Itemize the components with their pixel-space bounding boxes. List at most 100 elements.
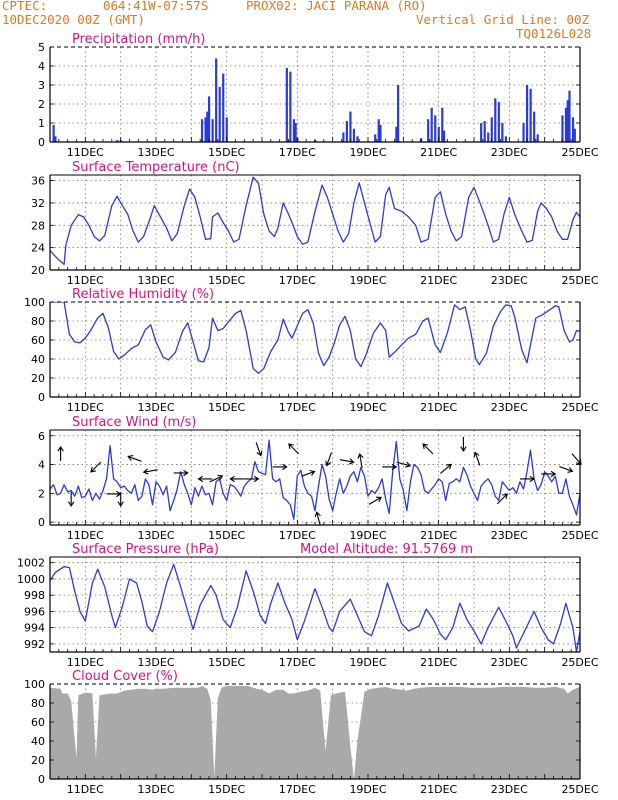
- wind-arrow: [255, 442, 263, 457]
- y-tick-label: 60: [31, 716, 45, 729]
- x-tick-label: 13DEC: [137, 401, 174, 414]
- wind-arrow: [368, 496, 382, 505]
- pressure-title: Surface Pressure (hPa): [72, 542, 219, 557]
- wind-arrow: [460, 436, 467, 452]
- precip-bar: [483, 121, 486, 142]
- y-tick-label: 28: [31, 219, 45, 232]
- precip-bar: [289, 71, 292, 142]
- precip-bar: [206, 111, 209, 142]
- x-tick-label: 21DEC: [420, 146, 457, 159]
- precip-bar: [342, 132, 345, 142]
- y-tick-label: 20: [31, 754, 45, 767]
- x-tick-label: 19DEC: [349, 146, 386, 159]
- y-tick-label: 80: [31, 697, 45, 710]
- x-tick-label: 25DEC: [561, 146, 598, 159]
- x-tick-label: 13DEC: [137, 529, 174, 542]
- precip-bar: [116, 140, 119, 142]
- wind-arrow: [142, 468, 158, 475]
- precip-bar: [211, 119, 214, 142]
- x-tick-label: 21DEC: [420, 783, 457, 796]
- y-tick-label: 0: [38, 516, 45, 529]
- y-tick-label: 100: [24, 296, 45, 309]
- header-source: CPTEC:: [2, 0, 48, 13]
- temp-panel: Surface Temperature (nC) 20 24 28 32 36 11DEC 1…: [31, 160, 599, 287]
- x-tick-label: 13DEC: [137, 146, 174, 159]
- wind-panel: Surface Wind (m/s) 0 2 4 6 11DEC 13DEC 15DEC 17D…: [38, 415, 599, 542]
- y-tick-label: 100: [24, 678, 45, 691]
- x-tick-label: 19DEC: [349, 401, 386, 414]
- x-tick-label: 15DEC: [208, 783, 245, 796]
- x-tick-label: 15DEC: [208, 656, 245, 669]
- x-tick-label: 25DEC: [561, 401, 598, 414]
- x-tick-label: 21DEC: [420, 529, 457, 542]
- wind-arrow: [173, 469, 189, 477]
- wind-arrow: [396, 461, 412, 468]
- temp-plot: [50, 176, 580, 266]
- cloud-area: [50, 685, 580, 779]
- x-tick-label: 13DEC: [137, 783, 174, 796]
- cloud-plot: [50, 685, 580, 779]
- x-tick-label: 15DEC: [208, 401, 245, 414]
- precip-bar: [564, 107, 568, 142]
- wind-arrow: [301, 469, 316, 477]
- y-tick-label: 5: [38, 41, 45, 54]
- rh-plot: [50, 302, 580, 374]
- rh-panel: Relative Humidity (%) 0 20 40 60 80 100 11DEC 13…: [24, 287, 599, 414]
- y-tick-label: 2: [38, 487, 45, 500]
- precip-bar: [427, 119, 430, 142]
- precip-bar: [497, 102, 500, 142]
- y-tick-label: 1002: [17, 557, 45, 570]
- wind-line: [50, 439, 580, 520]
- wind-arrow: [339, 458, 355, 465]
- y-tick-label: 992: [24, 638, 45, 651]
- precip-bar: [430, 107, 433, 142]
- wind-title: Surface Wind (m/s): [72, 415, 196, 430]
- precip-bar: [52, 124, 55, 142]
- wind-arrow: [197, 475, 213, 483]
- x-tick-label: 13DEC: [137, 656, 174, 669]
- y-tick-label: 80: [31, 315, 45, 328]
- wind-arrow: [520, 475, 536, 483]
- precip-bar: [218, 86, 221, 142]
- rh-title: Relative Humidity (%): [72, 287, 214, 302]
- precip-bar: [529, 88, 532, 142]
- x-tick-label: 23DEC: [491, 401, 528, 414]
- precip-bar: [352, 128, 356, 142]
- precip-bar: [285, 67, 288, 142]
- x-tick-label: 15DEC: [208, 274, 245, 287]
- precip-bar: [568, 90, 571, 142]
- precip-bar: [533, 111, 536, 142]
- x-tick-label: 21DEC: [420, 401, 457, 414]
- pressure-line: [50, 563, 580, 652]
- wind-arrow: [541, 470, 557, 478]
- precip-bar: [222, 73, 225, 142]
- precip-panel: Precipitation (mm/h) 0 1 2 3 4 5 11DEC 13DEC 15DE…: [38, 32, 599, 159]
- x-tick-label: 23DEC: [491, 146, 528, 159]
- y-tick-label: 0: [38, 136, 45, 149]
- precip-bar: [566, 100, 569, 142]
- precip-bar: [294, 123, 297, 142]
- x-tick-label: 25DEC: [561, 529, 598, 542]
- y-tick-label: 0: [38, 773, 45, 786]
- y-tick-label: 32: [31, 197, 45, 210]
- x-tick-label: 11DEC: [67, 274, 104, 287]
- precip-bar: [526, 85, 529, 142]
- cloud-title: Cloud Cover (%): [72, 669, 178, 684]
- x-tick-label: 11DEC: [67, 146, 104, 159]
- wind-arrow: [117, 491, 124, 507]
- precip-bar: [522, 123, 525, 142]
- precip-bar: [434, 115, 437, 142]
- rh-line: [50, 302, 580, 374]
- y-tick-label: 998: [24, 589, 45, 602]
- x-tick-label: 15DEC: [208, 529, 245, 542]
- precip-bar: [208, 96, 211, 142]
- precip-bar: [215, 58, 218, 142]
- wind-arrow: [496, 493, 508, 505]
- wind-arrow: [357, 452, 364, 468]
- x-tick-label: 13DEC: [137, 274, 174, 287]
- x-tick-label: 23DEC: [491, 656, 528, 669]
- y-tick-label: 1: [38, 117, 45, 130]
- precip-bar: [54, 136, 57, 142]
- wind-arrow: [127, 454, 142, 462]
- y-tick-label: 24: [31, 242, 45, 255]
